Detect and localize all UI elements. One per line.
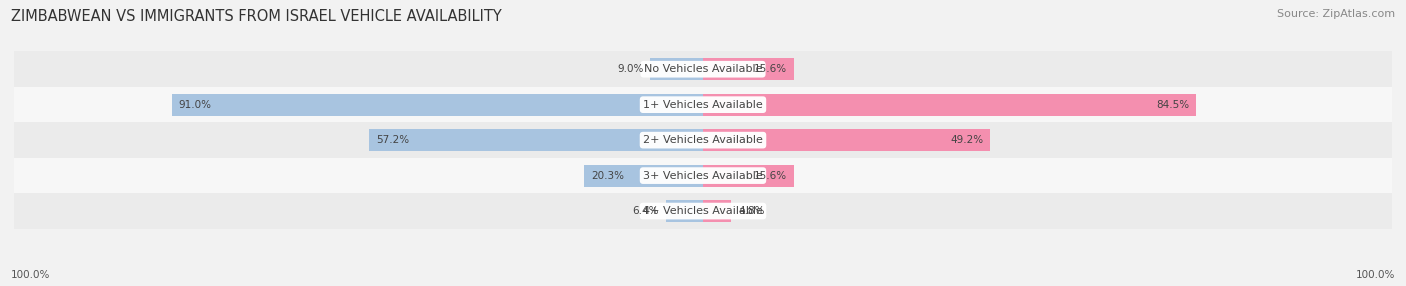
Bar xyxy=(703,129,990,151)
Text: 15.6%: 15.6% xyxy=(754,64,787,74)
Text: 1+ Vehicles Available: 1+ Vehicles Available xyxy=(643,100,763,110)
Text: 3+ Vehicles Available: 3+ Vehicles Available xyxy=(643,171,763,180)
Text: 2+ Vehicles Available: 2+ Vehicles Available xyxy=(643,135,763,145)
Bar xyxy=(172,94,703,116)
Bar xyxy=(368,129,703,151)
Text: 9.0%: 9.0% xyxy=(617,64,644,74)
Bar xyxy=(14,193,1392,229)
Bar xyxy=(703,165,794,186)
Text: 100.0%: 100.0% xyxy=(1355,270,1395,280)
Text: 15.6%: 15.6% xyxy=(754,171,787,180)
Bar xyxy=(14,87,1392,122)
Text: 4+ Vehicles Available: 4+ Vehicles Available xyxy=(643,206,763,216)
Text: 6.4%: 6.4% xyxy=(633,206,658,216)
Bar xyxy=(651,58,703,80)
Bar xyxy=(14,158,1392,193)
Bar xyxy=(14,122,1392,158)
Text: 20.3%: 20.3% xyxy=(592,171,624,180)
Bar xyxy=(703,200,731,222)
Bar xyxy=(703,58,794,80)
Text: 100.0%: 100.0% xyxy=(11,270,51,280)
Bar xyxy=(703,94,1197,116)
Text: 91.0%: 91.0% xyxy=(179,100,212,110)
Bar xyxy=(585,165,703,186)
Text: Source: ZipAtlas.com: Source: ZipAtlas.com xyxy=(1277,9,1395,19)
Text: 84.5%: 84.5% xyxy=(1156,100,1189,110)
Bar xyxy=(665,200,703,222)
Text: 57.2%: 57.2% xyxy=(375,135,409,145)
Text: ZIMBABWEAN VS IMMIGRANTS FROM ISRAEL VEHICLE AVAILABILITY: ZIMBABWEAN VS IMMIGRANTS FROM ISRAEL VEH… xyxy=(11,9,502,23)
Text: 4.8%: 4.8% xyxy=(738,206,765,216)
Bar xyxy=(14,51,1392,87)
Text: No Vehicles Available: No Vehicles Available xyxy=(644,64,762,74)
Text: 49.2%: 49.2% xyxy=(950,135,983,145)
